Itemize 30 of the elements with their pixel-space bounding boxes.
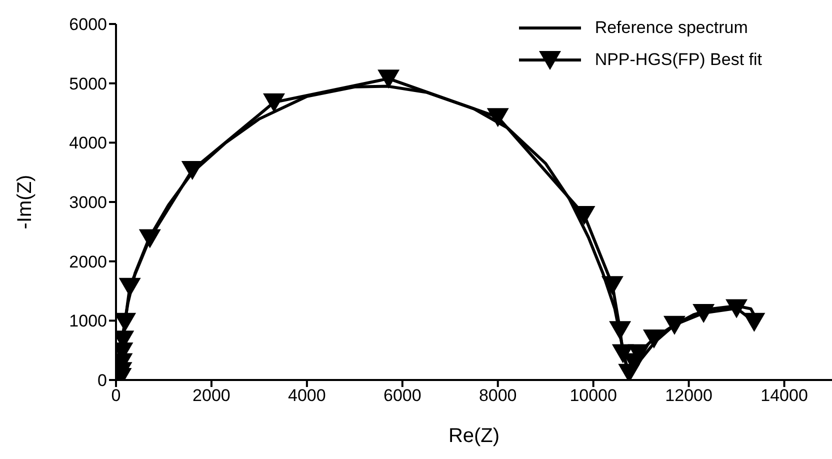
x-tick-label: 0 [111,386,121,406]
legend-label: NPP-HGS(FP) Best fit [594,50,762,70]
y-tick-label: 2000 [69,252,107,272]
x-tick-label: 6000 [383,386,422,406]
point [743,312,766,332]
point [601,276,624,296]
point [378,70,400,89]
y-tick-label: 4000 [69,134,107,153]
x-tick-label: 8000 [478,386,517,406]
y-tick-label: 6000 [69,15,107,34]
x-tick-label: 10000 [570,386,617,406]
point [118,278,141,297]
x-tick-label: 2000 [192,386,230,406]
point [138,229,161,248]
x-axis-title: Re(Z) [448,425,500,447]
point [486,108,509,128]
point [692,304,715,323]
point [573,206,596,226]
point [262,93,285,112]
y-tick-label: 1000 [69,312,107,331]
legend-label: Reference spectrum [594,18,748,38]
x-tick-label: 14000 [760,386,808,406]
y-tick-label: 5000 [69,74,107,94]
x-tick-label: 4000 [288,386,326,406]
x-tick-label: 12000 [665,386,712,406]
point [609,321,632,340]
y-tick-label: 0 [98,371,107,390]
y-tick-label: 3000 [69,193,107,212]
y-axis-title: -Im(Z) [14,174,36,230]
point [642,329,665,348]
